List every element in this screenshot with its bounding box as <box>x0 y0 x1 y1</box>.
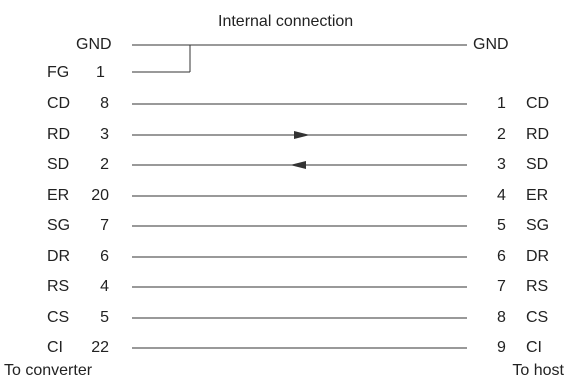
left-signal-name-ci: CI <box>47 339 63 356</box>
left-pin-sd: 2 <box>100 156 109 173</box>
right-signal-name-er: ER <box>526 187 549 204</box>
right-pin-rd: 2 <box>497 126 506 143</box>
right-pin-er: 4 <box>497 187 506 204</box>
right-signal-name-ci: CI <box>526 339 542 356</box>
footer-left: To converter <box>4 362 93 379</box>
right-pin-sd: 3 <box>497 156 506 173</box>
gnd-right-label: GND <box>473 36 509 53</box>
right-pin-cd: 1 <box>497 95 506 112</box>
diagram-title: Internal connection <box>218 13 354 30</box>
fg-pin: 1 <box>96 64 105 81</box>
right-pin-rs: 7 <box>497 278 506 295</box>
left-signal-name-sg: SG <box>47 217 71 234</box>
left-pin-er: 20 <box>91 187 109 204</box>
right-pin-cs: 8 <box>497 309 506 326</box>
right-signal-name-cs: CS <box>526 309 549 326</box>
left-signal-name-rs: RS <box>47 278 70 295</box>
left-pin-dr: 6 <box>100 248 109 265</box>
left-signal-name-er: ER <box>47 187 70 204</box>
left-pin-ci: 22 <box>91 339 109 356</box>
right-pin-sg: 5 <box>497 217 506 234</box>
left-pin-rs: 4 <box>100 278 109 295</box>
left-signal-name-rd: RD <box>47 126 71 143</box>
right-signal-name-sg: SG <box>526 217 550 234</box>
right-signal-name-rs: RS <box>526 278 549 295</box>
left-signal-name-cs: CS <box>47 309 70 326</box>
left-pin-rd: 3 <box>100 126 109 143</box>
arrow-left-icon <box>290 161 306 169</box>
left-signal-name-cd: CD <box>47 95 71 112</box>
left-signal-name-sd: SD <box>47 156 70 173</box>
right-signal-name-dr: DR <box>526 248 550 265</box>
left-signal-name-dr: DR <box>47 248 71 265</box>
left-pin-sg: 7 <box>100 217 109 234</box>
left-pin-cs: 5 <box>100 309 109 326</box>
arrow-right-icon <box>294 131 310 139</box>
right-signal-name-cd: CD <box>526 95 550 112</box>
right-pin-ci: 9 <box>497 339 506 356</box>
right-pin-dr: 6 <box>497 248 506 265</box>
right-signal-name-rd: RD <box>526 126 550 143</box>
gnd-left-label: GND <box>76 36 112 53</box>
footer-right: To host <box>512 362 564 379</box>
right-signal-name-sd: SD <box>526 156 549 173</box>
fg-label: FG <box>47 64 70 81</box>
left-pin-cd: 8 <box>100 95 109 112</box>
